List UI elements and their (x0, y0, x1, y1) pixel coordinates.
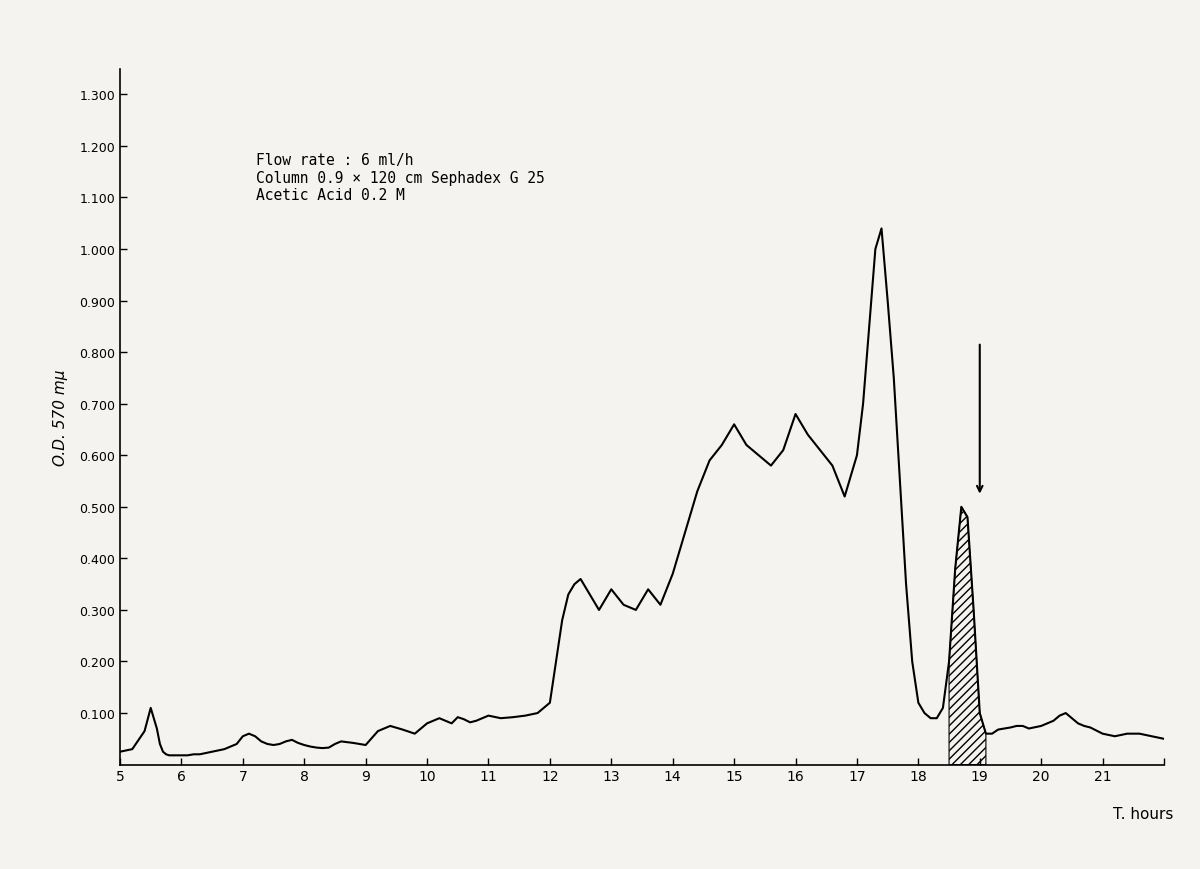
Y-axis label: O.D. 570 mμ: O.D. 570 mμ (53, 369, 68, 465)
Text: Flow rate : 6 ml/h
Column 0.9 × 120 cm Sephadex G 25
Acetic Acid 0.2 M: Flow rate : 6 ml/h Column 0.9 × 120 cm S… (256, 153, 545, 202)
X-axis label: T. hours: T. hours (1112, 806, 1174, 821)
